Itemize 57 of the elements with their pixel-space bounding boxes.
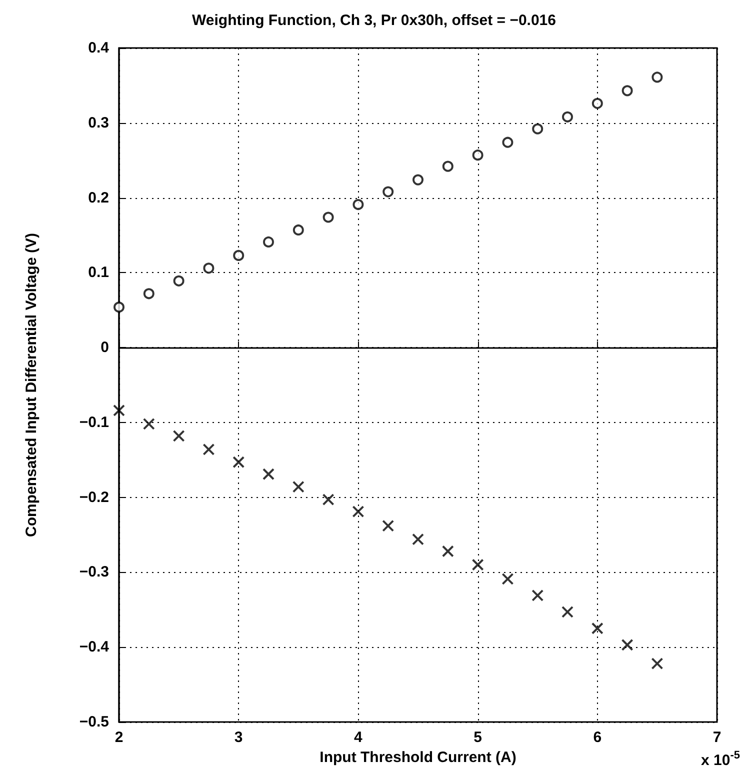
x-tick-label: 5 [474,729,482,746]
x-tick-label: 7 [712,729,722,746]
point [502,136,514,148]
point [442,545,454,558]
point [173,275,184,286]
y-tick-label: −0.5 [79,714,109,730]
point [591,622,604,634]
point [651,658,664,670]
point [232,456,245,468]
y-tick-label: −0.2 [79,488,109,506]
point [532,589,544,602]
point [172,430,185,442]
point [472,558,484,571]
point [262,468,274,480]
point [472,150,484,161]
point [143,288,154,300]
point [532,123,544,134]
y-tick-label: 0.4 [88,40,110,56]
point [142,418,155,430]
point [502,572,514,585]
x-tick-label: 2 [114,729,124,746]
point [652,72,663,83]
point [203,262,214,274]
x-tick-label: 4 [354,729,364,746]
point [292,480,304,493]
point [562,606,574,618]
point [382,186,394,198]
y-tick-label: 0.3 [88,114,109,132]
point [592,98,603,109]
point [442,160,454,172]
point [621,638,634,651]
point [263,236,274,248]
point [352,506,364,518]
point [114,302,124,313]
chart-title: Weighting Function, Ch 3, Pr 0x30h, offset = −0.016 [192,12,556,29]
y-tick-label: 0 [100,339,109,356]
point [562,111,573,122]
y-tick-label: −0.4 [79,638,110,656]
point [233,250,244,261]
point [352,199,364,210]
point [322,212,334,223]
point [113,404,125,416]
point [322,494,334,506]
y-tick-label: −0.1 [79,414,109,431]
point [412,533,424,546]
point [382,520,394,532]
point [622,85,633,96]
x-tick-label: 6 [593,729,602,746]
y-tick-label: 0.2 [88,189,109,206]
y-tick-label: −0.3 [79,564,109,581]
x-axis-title: Input Threshold Current (A) [320,748,516,766]
y-tick-label: 0.1 [88,264,109,282]
x-tick-label: 3 [234,729,243,746]
point [292,224,304,236]
point [202,443,215,456]
point [412,174,424,186]
y-axis-title: Compensated Input Differential Voltage (V) [23,233,40,537]
